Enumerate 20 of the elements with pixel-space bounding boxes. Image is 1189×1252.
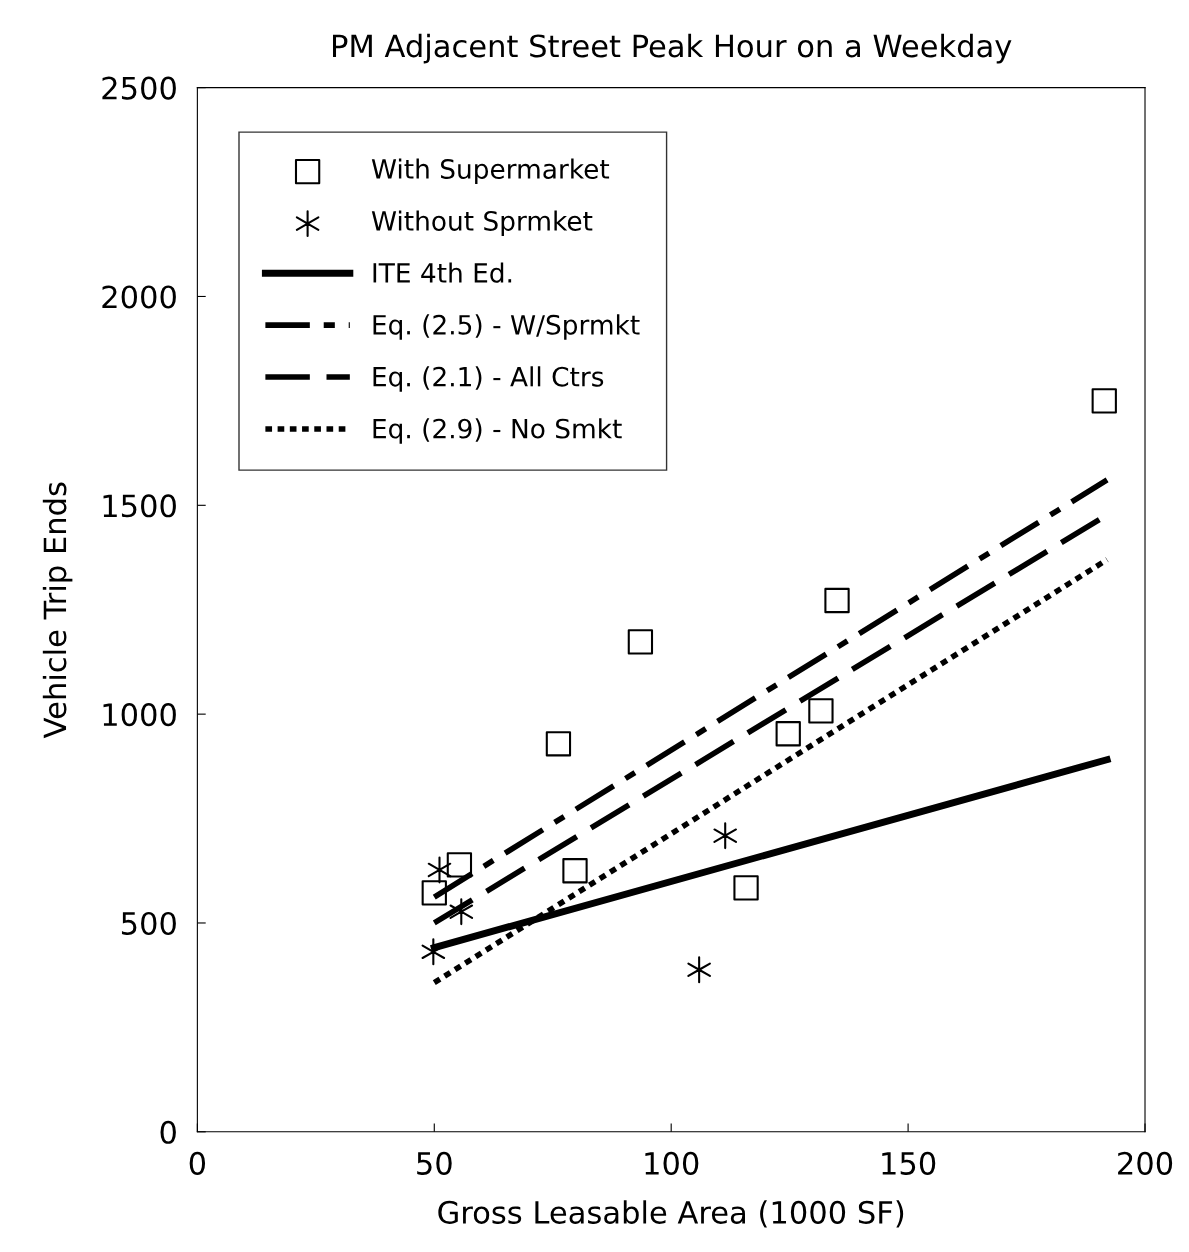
x-tick-label: 200 xyxy=(1118,1151,1173,1175)
y-tick-label: 1000 xyxy=(103,703,176,727)
x-tick-label: 50 xyxy=(417,1151,452,1175)
x-tick-label: 150 xyxy=(882,1151,936,1175)
y-tick-label: 2000 xyxy=(102,285,176,309)
legend-label: Eq. (2.1) - All Ctrs xyxy=(373,366,604,392)
legend-label: With Supermarket xyxy=(371,158,610,185)
legend-label: Without Sprmket xyxy=(371,210,593,237)
chart-title: PM Adjacent Street Peak Hour on a Weekday xyxy=(333,33,1012,64)
x-axis-title: Gross Leasable Area (1000 SF) xyxy=(438,1200,904,1228)
x-tick-label: 100 xyxy=(645,1151,699,1175)
legend-label: Eq. (2.5) - W/Sprmkt xyxy=(373,314,640,340)
y-tick-label: 1500 xyxy=(103,494,176,518)
x-tick-label: 0 xyxy=(189,1151,206,1175)
y-axis-title: Vehicle Trip Ends xyxy=(42,482,73,739)
y-tick-label: 0 xyxy=(160,1120,176,1144)
legend-label: Eq. (2.9) - No Smkt xyxy=(373,418,622,444)
y-tick-label: 500 xyxy=(121,911,176,936)
y-tick-label: 2500 xyxy=(102,76,176,100)
legend-label: ITE 4th Ed. xyxy=(373,262,512,283)
